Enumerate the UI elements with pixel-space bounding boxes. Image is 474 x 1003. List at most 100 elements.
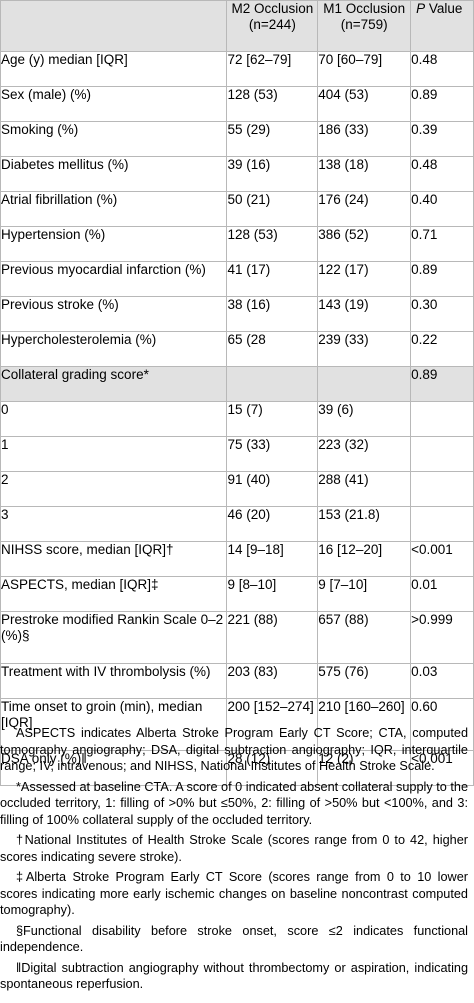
row-p-value (410, 471, 474, 507)
table-row: Collateral grading score* 0.89 (0, 366, 474, 402)
row-m2-value: 128 (53) (226, 86, 319, 122)
table-row: Atrial fibrillation (%) 50 (21) 176 (24) 0.… (0, 191, 474, 227)
row-m1-value: 288 (41) (317, 471, 412, 507)
table-row: 1 75 (33) 223 (32) (0, 436, 474, 472)
row-label: Previous stroke (%) (0, 296, 228, 332)
row-p-value (410, 436, 474, 472)
row-m2-value: 221 (88) (226, 611, 319, 664)
table-row: Prestroke modified Rankin Scale 0–2 (%)§… (0, 611, 474, 664)
row-label: Treatment with IV thrombolysis (%) (0, 663, 228, 699)
row-m2-value: 128 (53) (226, 226, 319, 262)
row-p-value: 0.30 (410, 296, 474, 332)
row-m2-value: 55 (29) (226, 121, 319, 157)
row-m2-value: 28 (12) (226, 750, 319, 786)
baseline-characteristics-table: M2 Occlusion (n=244) M1 Occlusion (n=759) … (0, 0, 474, 786)
row-label: ASPECTS, median [IQR]‡ (0, 576, 228, 612)
row-label: Age (y) median [IQR] (0, 51, 228, 87)
table-row: ASPECTS, median [IQR]‡ 9 [8–10] 9 [7–10] 0.… (0, 576, 474, 612)
row-p-value: 0.03 (410, 663, 474, 699)
row-label: DSA only (%)‖ (0, 750, 228, 786)
row-p-value: 0.89 (410, 261, 474, 297)
row-p-value: 0.01 (410, 576, 474, 612)
row-p-value: 0.22 (410, 331, 474, 367)
row-p-value: 0.71 (410, 226, 474, 262)
row-m1-value: 210 [160–260] (317, 698, 412, 751)
row-p-value: 0.48 (410, 156, 474, 192)
row-m2-value: 75 (33) (226, 436, 319, 472)
footnote-dsa: ‖Digital subtraction angiography without… (0, 960, 468, 992)
row-m2-value: 72 [62–79] (226, 51, 319, 87)
row-m2-value: 65 (28 (226, 331, 319, 367)
row-m2-value (226, 366, 319, 402)
row-p-value: 0.89 (410, 366, 474, 402)
row-m2-value: 203 (83) (226, 663, 319, 699)
row-m2-value: 9 [8–10] (226, 576, 319, 612)
row-label: 0 (0, 401, 228, 437)
footnote-aspects: ‡Alberta Stroke Program Early CT Score (… (0, 870, 468, 917)
row-label: Hypercholesterolemia (%) (0, 331, 228, 367)
header-label-cell (0, 0, 228, 52)
row-label: 2 (0, 471, 228, 507)
table-row: Treatment with IV thrombolysis (%) 203 (8… (0, 663, 474, 699)
row-m1-value: 223 (32) (317, 436, 412, 472)
row-p-value (410, 506, 474, 542)
header-m2-occlusion: M2 Occlusion (n=244) (226, 0, 319, 52)
table-row: DSA only (%)‖ 28 (12) 12 (2) <0.001 (0, 750, 474, 786)
table-row: Previous myocardial infarction (%) 41 (17… (0, 261, 474, 297)
row-m1-value: 176 (24) (317, 191, 412, 227)
row-m1-value: 70 [60–79] (317, 51, 412, 87)
table-row: Hypertension (%) 128 (53) 386 (52) 0.71 (0, 226, 474, 262)
row-m1-value: 143 (19) (317, 296, 412, 332)
table-row: 0 15 (7) 39 (6) (0, 401, 474, 437)
table-row: Diabetes mellitus (%) 39 (16) 138 (18) 0.48 (0, 156, 474, 192)
row-m1-value: 239 (33) (317, 331, 412, 367)
row-label: 1 (0, 436, 228, 472)
row-m2-value: 50 (21) (226, 191, 319, 227)
row-p-value: 0.40 (410, 191, 474, 227)
table-row: 3 46 (20) 153 (21.8) (0, 506, 474, 542)
table-row: Sex (male) (%) 128 (53) 404 (53) 0.89 (0, 86, 474, 122)
row-p-value: 0.39 (410, 121, 474, 157)
header-p-value: P Value (410, 0, 474, 52)
row-m1-value: 186 (33) (317, 121, 412, 157)
row-m1-value: 16 [12–20] (317, 541, 412, 577)
row-label: Previous myocardial infarction (%) (0, 261, 228, 297)
row-m2-value: 46 (20) (226, 506, 319, 542)
table-row: 2 91 (40) 288 (41) (0, 471, 474, 507)
row-m2-value: 91 (40) (226, 471, 319, 507)
table-row: Time onset to groin (min), median [IQR] 2… (0, 698, 474, 751)
row-label: Sex (male) (%) (0, 86, 228, 122)
table-row: NIHSS score, median [IQR]† 14 [9–18] 16 [1… (0, 541, 474, 577)
row-p-value: 0.48 (410, 51, 474, 87)
row-label: Prestroke modified Rankin Scale 0–2 (%)§ (0, 611, 228, 664)
table-row: Age (y) median [IQR] 72 [62–79] 70 [60–79]… (0, 51, 474, 87)
row-m1-value: 386 (52) (317, 226, 412, 262)
row-label: Collateral grading score* (0, 366, 228, 402)
row-m1-value: 122 (17) (317, 261, 412, 297)
row-m1-value: 138 (18) (317, 156, 412, 192)
row-p-value: 0.89 (410, 86, 474, 122)
footnote-collateral: *Assessed at baseline CTA. A score of 0 … (0, 779, 468, 827)
row-p-value: 0.60 (410, 698, 474, 751)
table-footnotes: ASPECTS indicates Alberta Stroke Program… (0, 725, 474, 997)
row-m2-value: 39 (16) (226, 156, 319, 192)
row-p-value (410, 401, 474, 437)
row-label: Smoking (%) (0, 121, 228, 157)
footnote-mrs: §Functional disability before stroke ons… (0, 923, 468, 955)
row-m1-value: 153 (21.8) (317, 506, 412, 542)
table-row: Hypercholesterolemia (%) 65 (28 239 (33) 0.… (0, 331, 474, 367)
row-label: 3 (0, 506, 228, 542)
row-label: NIHSS score, median [IQR]† (0, 541, 228, 577)
footnote-nihss: †National Institutes of Health Stroke Sc… (0, 833, 468, 864)
row-m1-value: 404 (53) (317, 86, 412, 122)
table-header-row: M2 Occlusion (n=244) M1 Occlusion (n=759) … (0, 0, 474, 52)
row-label: Diabetes mellitus (%) (0, 156, 228, 192)
row-p-value: >0.999 (410, 611, 474, 664)
table-row: Smoking (%) 55 (29) 186 (33) 0.39 (0, 121, 474, 157)
row-m2-value: 14 [9–18] (226, 541, 319, 577)
row-p-value: <0.001 (410, 541, 474, 577)
row-label: Hypertension (%) (0, 226, 228, 262)
table-row: Previous stroke (%) 38 (16) 143 (19) 0.30 (0, 296, 474, 332)
row-label: Atrial fibrillation (%) (0, 191, 228, 227)
row-m2-value: 41 (17) (226, 261, 319, 297)
